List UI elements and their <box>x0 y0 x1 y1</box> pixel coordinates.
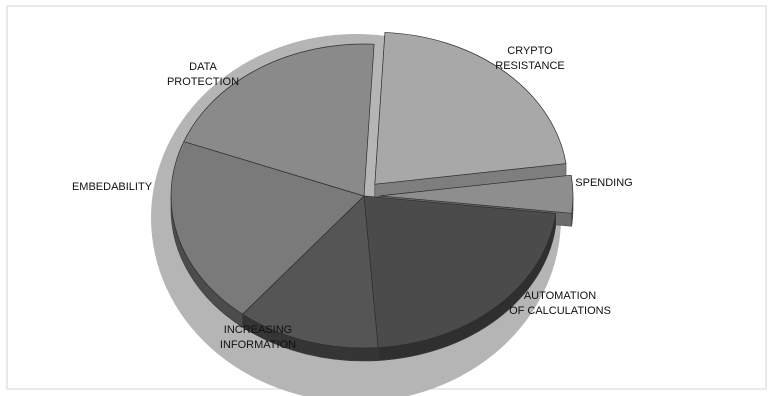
label-data-protection-line-0: DATA <box>189 61 217 73</box>
label-automation-of-calculations-line-1: OF CALCULATIONS <box>509 305 611 317</box>
label-crypto-resistance-line-1: RESISTANCE <box>495 60 564 72</box>
slice-crypto-resistance <box>374 32 567 185</box>
slice-embedability <box>170 141 365 315</box>
pie-slices <box>170 32 574 349</box>
pie-labels: CRYPTO RESISTANCE SPENDING AUTOMATION OF CAL… <box>72 45 633 351</box>
label-increasing-information-line-1: INFORMATION <box>220 339 296 351</box>
label-increasing-information-line-0: INCREASING <box>224 324 292 336</box>
label-automation-of-calculations-line-0: AUTOMATION <box>524 290 596 302</box>
slice-increasing-information <box>241 195 379 349</box>
slice-data-protection <box>183 43 375 197</box>
label-crypto-resistance-line-0: CRYPTO <box>507 45 553 57</box>
slice-automation-of-calculations <box>363 195 557 348</box>
label-spending-line-0: SPENDING <box>575 177 632 189</box>
label-data-protection-line-1: PROTECTION <box>167 76 239 88</box>
slice-spending <box>379 174 574 214</box>
label-embedability-line-0: EMBEDABILITY <box>72 181 153 193</box>
